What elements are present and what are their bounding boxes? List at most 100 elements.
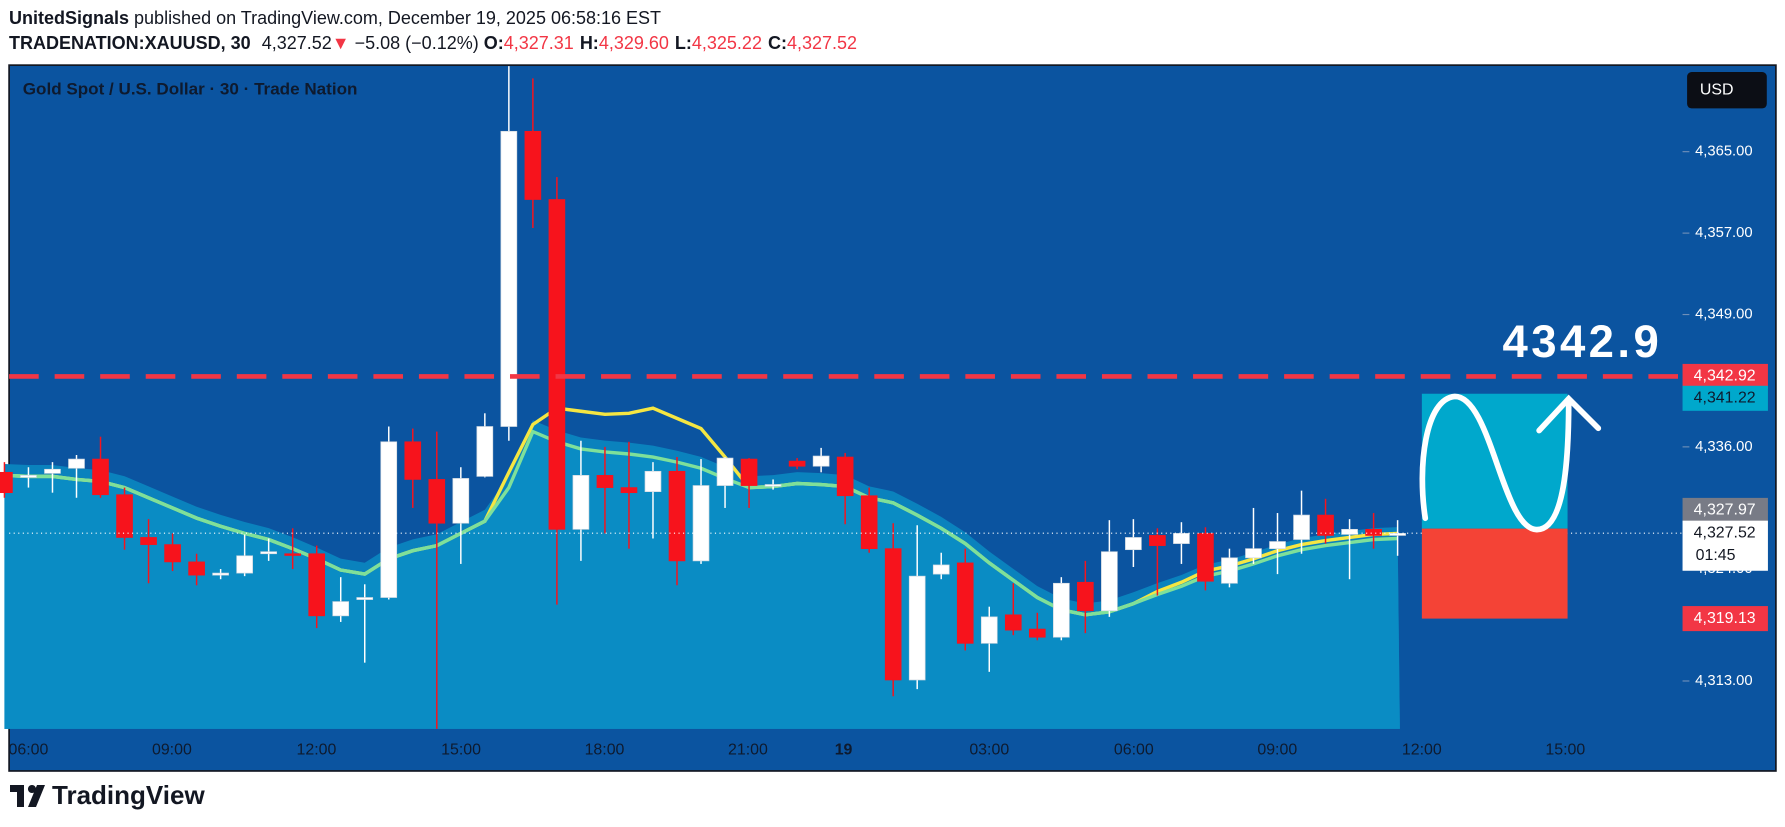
price-label: 4,327.52: [1694, 524, 1756, 541]
candle-body: [956, 562, 974, 644]
header: UnitedSignals published on TradingView.c…: [9, 6, 863, 56]
candle-body: [980, 616, 998, 644]
currency-button[interactable]: [1687, 71, 1767, 109]
candle-body: [524, 130, 542, 200]
author: UnitedSignals: [9, 8, 130, 28]
candle-body: [572, 475, 590, 530]
candle-body: [260, 551, 277, 555]
plot: 4,365.004,357.004,349.004,336.004,324.00…: [0, 66, 1768, 759]
candle-body: [932, 564, 950, 575]
candle-body: [668, 470, 686, 562]
candle-body: [1389, 533, 1406, 536]
candle-body: [1053, 582, 1070, 638]
candle-body: [140, 537, 157, 545]
candle-body: [1028, 628, 1046, 638]
candle-body: [1317, 514, 1334, 536]
symbol-line: TRADENATION:XAUUSD, 30 4,327.52▼ −5.08 (…: [9, 31, 863, 56]
price-label-bg: [1682, 363, 1768, 389]
area: [4, 431, 1400, 729]
candle-body: [596, 475, 614, 488]
candle-body: [188, 561, 205, 576]
candle-body: [404, 441, 422, 480]
candle-body: [116, 494, 133, 538]
publish-line: UnitedSignals published on TradingView.c…: [9, 6, 863, 31]
ohlc-value: 4,327.31: [503, 33, 574, 53]
candle-body: [284, 553, 301, 556]
candle-body: [1245, 548, 1262, 559]
published: published on TradingView.com, December 1…: [134, 8, 662, 28]
countdown: 01:45: [1696, 547, 1736, 564]
candle-body: [212, 572, 229, 576]
candle-body: [1197, 533, 1214, 582]
price-label-bg: [1682, 497, 1768, 523]
last-price: 4,327.52: [261, 33, 332, 53]
x-tick-label: 03:00: [969, 742, 1009, 759]
candle-body: [380, 441, 398, 598]
candle-body: [548, 199, 566, 530]
change: −5.08 (−0.12%): [354, 33, 479, 53]
ohlc-key: C:: [767, 33, 787, 53]
candle-body: [1293, 514, 1310, 540]
candle-body: [20, 475, 37, 478]
chart-title: Gold Spot / U.S. Dollar · 30 · Trade Nat…: [23, 80, 358, 99]
y-tick-label: 4,365.00: [1695, 144, 1753, 160]
loss-zone: [1421, 528, 1568, 619]
change-arrow: ▼: [331, 33, 350, 53]
candle-body: [236, 555, 253, 574]
projection-arrow: [1536, 394, 1602, 434]
x-tick-label: 09:00: [1257, 742, 1297, 759]
candle-body: [164, 544, 181, 563]
ohlc-key: O:: [483, 33, 504, 53]
candle-body: [332, 601, 350, 617]
ohlc: O:4,327.31 H:4,329.60 L:4,325.22 C:4,327.52: [484, 33, 863, 53]
candle-body: [836, 456, 854, 497]
ohlc-key: H:: [579, 33, 599, 53]
projection-curve: [1419, 393, 1572, 533]
x-tick-label: 12:00: [1402, 742, 1442, 759]
candle-body: [1365, 528, 1382, 536]
y-tick-label: 4,336.00: [1695, 439, 1753, 455]
x-tick-label: 06:00: [1114, 742, 1154, 759]
candle-body: [68, 458, 85, 469]
price-label: 4,342.92: [1694, 368, 1756, 385]
candle-body: [1004, 614, 1022, 631]
annotation: 4342.9: [1503, 316, 1663, 367]
symbol: TRADENATION:XAUUSD, 30: [9, 33, 251, 53]
candle-body: [1101, 551, 1118, 612]
brand: TradingView: [52, 780, 205, 810]
candle-body: [1077, 581, 1094, 612]
candle-body: [1125, 537, 1142, 551]
x-tick-label: 12:00: [297, 742, 337, 759]
candle-body: [1221, 557, 1238, 584]
candle-body: [716, 457, 734, 486]
price-label: 4,327.97: [1694, 502, 1756, 519]
price-label-bg: [1682, 606, 1768, 632]
y-tick-label: 4,349.00: [1695, 306, 1753, 322]
candle-body: [428, 479, 446, 524]
candle-body: [92, 458, 109, 496]
candle-body: [356, 597, 374, 600]
candle-body: [1341, 528, 1358, 535]
candle-body: [860, 495, 878, 550]
candle-body: [644, 470, 662, 493]
logo-icon: [10, 784, 45, 807]
ohlc-value: 4,325.22: [691, 33, 762, 53]
candle-body: [764, 484, 782, 487]
ohlc-value: 4,329.60: [598, 33, 669, 53]
y-tick-label: 4,313.00: [1695, 673, 1753, 689]
x-tick-label: 06:00: [9, 742, 49, 759]
price-label: 4,319.13: [1694, 610, 1756, 627]
candle-body: [812, 455, 830, 467]
x-tick-label: 15:00: [1545, 742, 1585, 759]
candle-body: [620, 487, 638, 494]
candle-body: [908, 575, 926, 681]
footer: TradingView: [10, 780, 205, 811]
candle-body: [788, 460, 806, 467]
x-tick-label: 21:00: [728, 742, 768, 759]
currency-label[interactable]: USD: [1700, 81, 1734, 98]
candle-body: [740, 458, 758, 486]
ohlc-key: L:: [674, 33, 692, 53]
candle-body: [0, 471, 13, 494]
ohlc-value: 4,327.52: [786, 33, 858, 53]
